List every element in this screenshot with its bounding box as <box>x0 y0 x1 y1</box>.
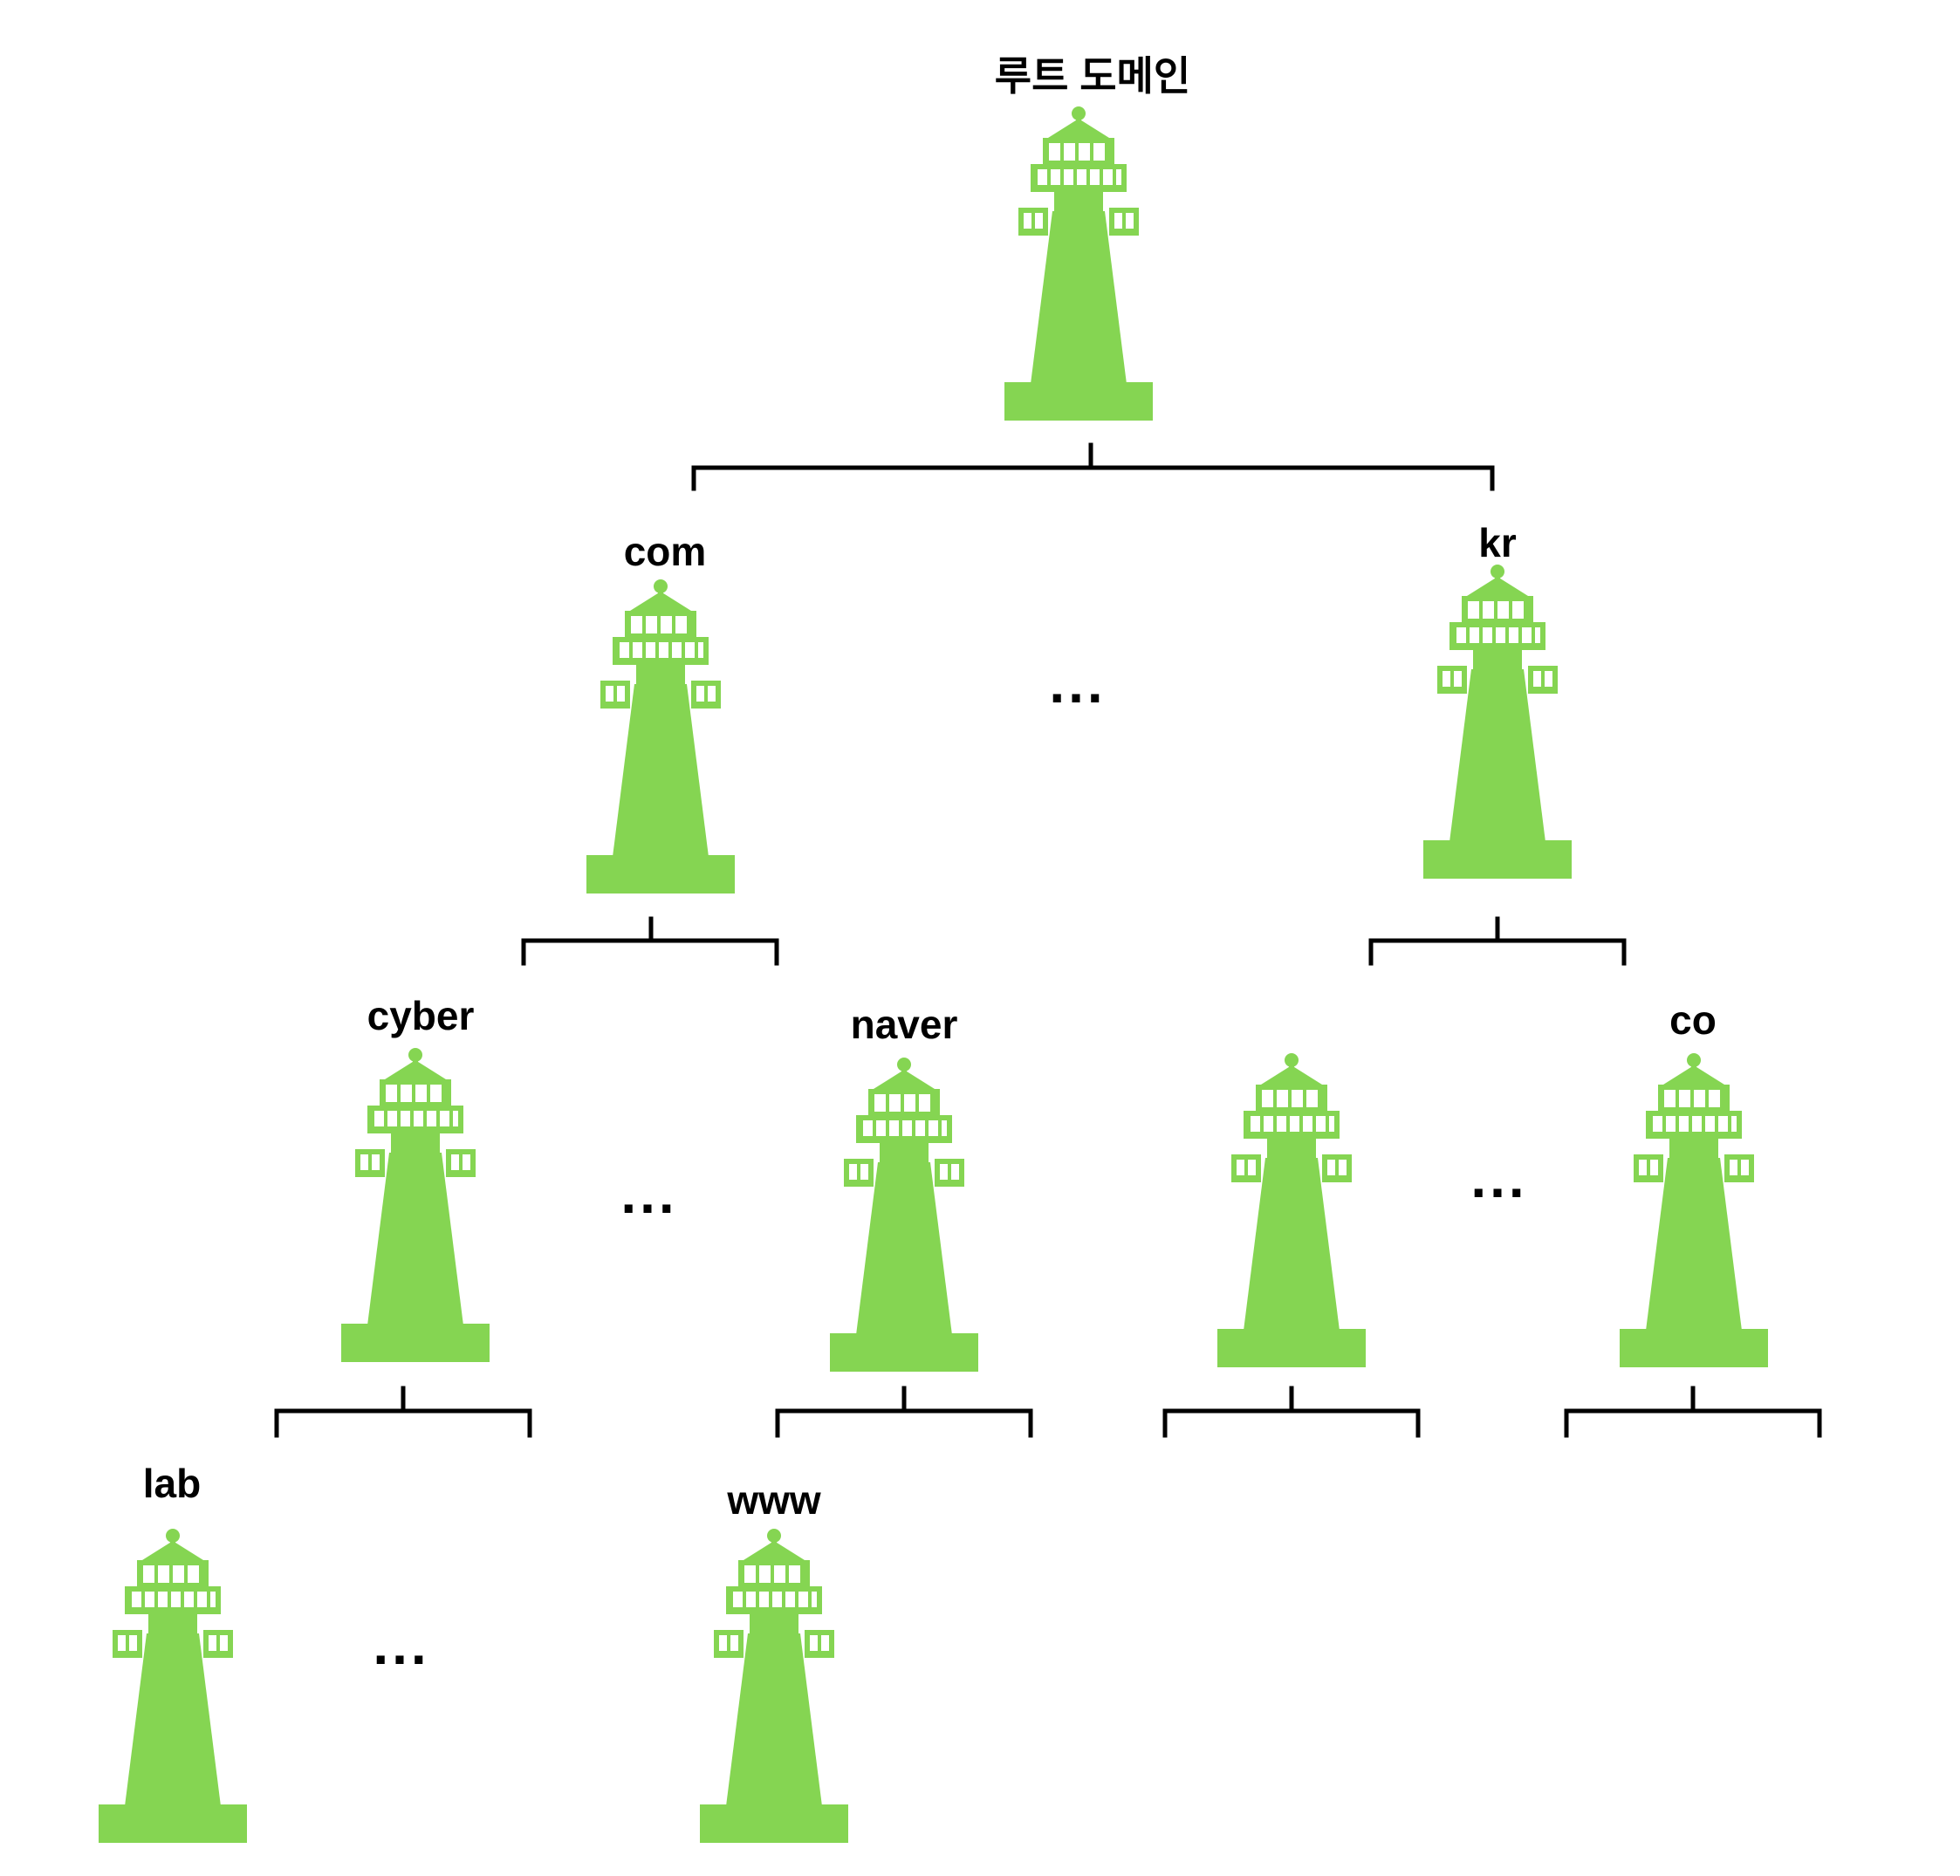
node-www: www <box>700 1477 848 1843</box>
node-co: co <box>1620 997 1768 1367</box>
lighthouse-icon <box>830 1058 978 1372</box>
node-root: 루트 도메인 <box>995 53 1190 421</box>
node-kr-child <box>1217 1053 1366 1367</box>
node-lab: lab <box>99 1461 247 1843</box>
connector-naver <box>775 1386 1033 1438</box>
node-cyber-label: cyber <box>367 993 475 1038</box>
node-naver-label: naver <box>851 1002 958 1047</box>
lighthouse-icon <box>586 579 735 893</box>
connector-kr-child <box>1162 1386 1421 1438</box>
node-kr-label: kr <box>1478 520 1517 565</box>
ellipsis-kr-children: ... <box>1470 1147 1527 1209</box>
connector-com <box>521 916 779 966</box>
node-www-label: www <box>726 1477 821 1523</box>
node-naver: naver <box>830 1002 978 1372</box>
ellipsis-cyber-children: ... <box>373 1613 429 1676</box>
ellipsis-com-children: ... <box>620 1162 677 1225</box>
node-com-label: com <box>624 529 707 574</box>
node-com: com <box>586 529 735 893</box>
lighthouse-icon <box>700 1529 848 1843</box>
lighthouse-icon <box>1620 1053 1768 1367</box>
lighthouse-icon <box>341 1048 490 1362</box>
connector-kr <box>1368 916 1627 966</box>
lighthouse-icon <box>1423 565 1572 879</box>
connector-root <box>691 442 1495 491</box>
connectors <box>274 442 1822 1438</box>
node-co-label: co <box>1669 997 1717 1043</box>
connector-cyber <box>274 1386 532 1438</box>
lighthouse-icon <box>99 1529 247 1843</box>
ellipsis-tld: ... <box>1049 652 1106 715</box>
connector-co <box>1564 1386 1822 1438</box>
lighthouse-icon <box>1004 106 1153 421</box>
node-kr: kr <box>1423 520 1572 879</box>
node-lab-label: lab <box>143 1461 201 1506</box>
node-cyber: cyber <box>341 993 490 1362</box>
node-root-label: 루트 도메인 <box>995 53 1190 99</box>
lighthouse-icon <box>1217 1053 1366 1367</box>
